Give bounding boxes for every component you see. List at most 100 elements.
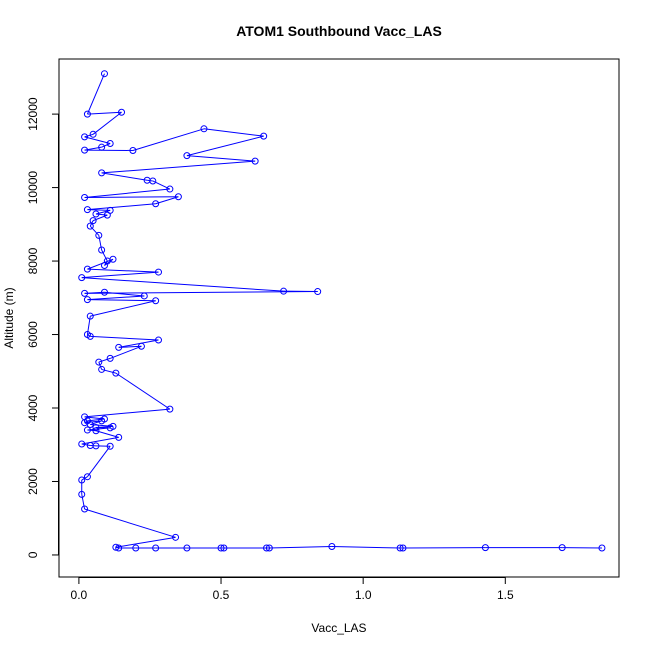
- data-point: [396, 544, 404, 552]
- data-point: [100, 70, 108, 78]
- data-point: [78, 440, 86, 448]
- data-point: [81, 194, 89, 202]
- series-line-segment: [84, 196, 179, 199]
- series-line-segment: [84, 508, 176, 538]
- data-point: [265, 544, 273, 552]
- data-point: [83, 473, 91, 481]
- data-point: [106, 442, 114, 450]
- data-point: [98, 365, 106, 373]
- data-point: [92, 442, 100, 450]
- data-point: [263, 544, 271, 552]
- data-point: [78, 490, 86, 498]
- data-point: [95, 231, 103, 239]
- data-point: [280, 287, 288, 295]
- data-point: [83, 265, 91, 273]
- x-tick-label: 0.0: [71, 588, 88, 602]
- data-point: [251, 157, 259, 165]
- x-tick-label: 1.0: [355, 588, 372, 602]
- data-point: [314, 288, 322, 296]
- series-line-segment: [186, 155, 256, 162]
- series-line-segment: [86, 73, 105, 115]
- series-line-segment: [81, 277, 284, 292]
- data-point: [598, 544, 606, 552]
- data-point: [83, 110, 91, 118]
- data-point: [115, 544, 123, 552]
- data-point: [183, 544, 191, 552]
- series-line-segment: [331, 546, 401, 549]
- data-point: [95, 358, 103, 366]
- plot-frame: [58, 58, 620, 578]
- series-line-segment: [104, 291, 145, 297]
- y-tick-label: 8000: [26, 247, 40, 274]
- series-line-segment: [109, 345, 142, 359]
- series-line-segment: [101, 160, 256, 174]
- y-axis-label: Altitude (m): [2, 287, 16, 348]
- data-point: [129, 146, 137, 154]
- data-point: [98, 169, 106, 177]
- data-point: [98, 143, 106, 151]
- data-point: [83, 426, 91, 434]
- series-points: [78, 70, 606, 552]
- series-line-segment: [81, 494, 86, 510]
- series-line-segment: [118, 339, 159, 348]
- series-line-segment: [115, 536, 176, 548]
- series-line-segment: [98, 357, 111, 363]
- data-point: [154, 268, 162, 276]
- series-line-segment: [92, 214, 108, 222]
- data-point: [81, 505, 89, 513]
- data-point: [81, 289, 89, 297]
- data-point: [98, 246, 106, 254]
- data-point: [152, 200, 160, 208]
- data-point: [149, 177, 157, 185]
- series-line-segment: [87, 111, 122, 115]
- data-point: [115, 343, 123, 351]
- data-point: [152, 297, 160, 305]
- series-line-segment: [87, 445, 111, 478]
- data-point: [89, 217, 97, 225]
- data-point: [217, 544, 225, 552]
- data-point: [132, 544, 140, 552]
- data-point: [183, 152, 191, 160]
- data-point: [100, 261, 108, 269]
- series-line-segment: [118, 345, 142, 348]
- series-line-segment: [87, 295, 145, 301]
- series-line-segment: [101, 172, 148, 181]
- data-point: [172, 533, 180, 541]
- series-line-segment: [186, 135, 264, 157]
- data-point: [103, 211, 111, 219]
- data-point: [106, 424, 114, 432]
- data-point: [78, 476, 86, 484]
- data-point: [92, 423, 100, 431]
- series-line-segment: [98, 361, 103, 370]
- series-line-segment: [132, 128, 205, 151]
- x-tick-label: 1.5: [497, 588, 514, 602]
- series-line-segment: [84, 133, 94, 138]
- data-point: [137, 342, 145, 350]
- y-tick-label: 10000: [26, 171, 40, 205]
- data-point: [83, 206, 91, 214]
- series-line-segment: [84, 188, 170, 198]
- series-line-segment: [84, 408, 170, 418]
- series-line-segment: [81, 436, 119, 445]
- chart-title: ATOM1 Southbound Vacc_LAS: [236, 23, 442, 39]
- x-tick-label: 0.5: [213, 588, 230, 602]
- series-line-segment: [155, 196, 179, 205]
- y-tick-label: 0: [26, 551, 40, 558]
- x-axis: 0.0 0.5 1.0 1.5: [71, 577, 514, 602]
- data-point: [100, 288, 108, 296]
- data-point: [152, 544, 160, 552]
- series-line-segment: [81, 271, 159, 279]
- series-line-segment: [95, 213, 108, 216]
- data-point: [112, 543, 120, 551]
- series-line-segment: [101, 143, 111, 148]
- series-line-segment: [115, 546, 119, 549]
- series-line-segment: [115, 372, 171, 410]
- series-line-segment: [87, 209, 111, 211]
- series-line-segment: [92, 111, 122, 135]
- data-point: [89, 130, 97, 138]
- data-point: [140, 292, 148, 300]
- data-point: [115, 433, 123, 441]
- data-point: [118, 108, 126, 116]
- data-point: [328, 543, 336, 551]
